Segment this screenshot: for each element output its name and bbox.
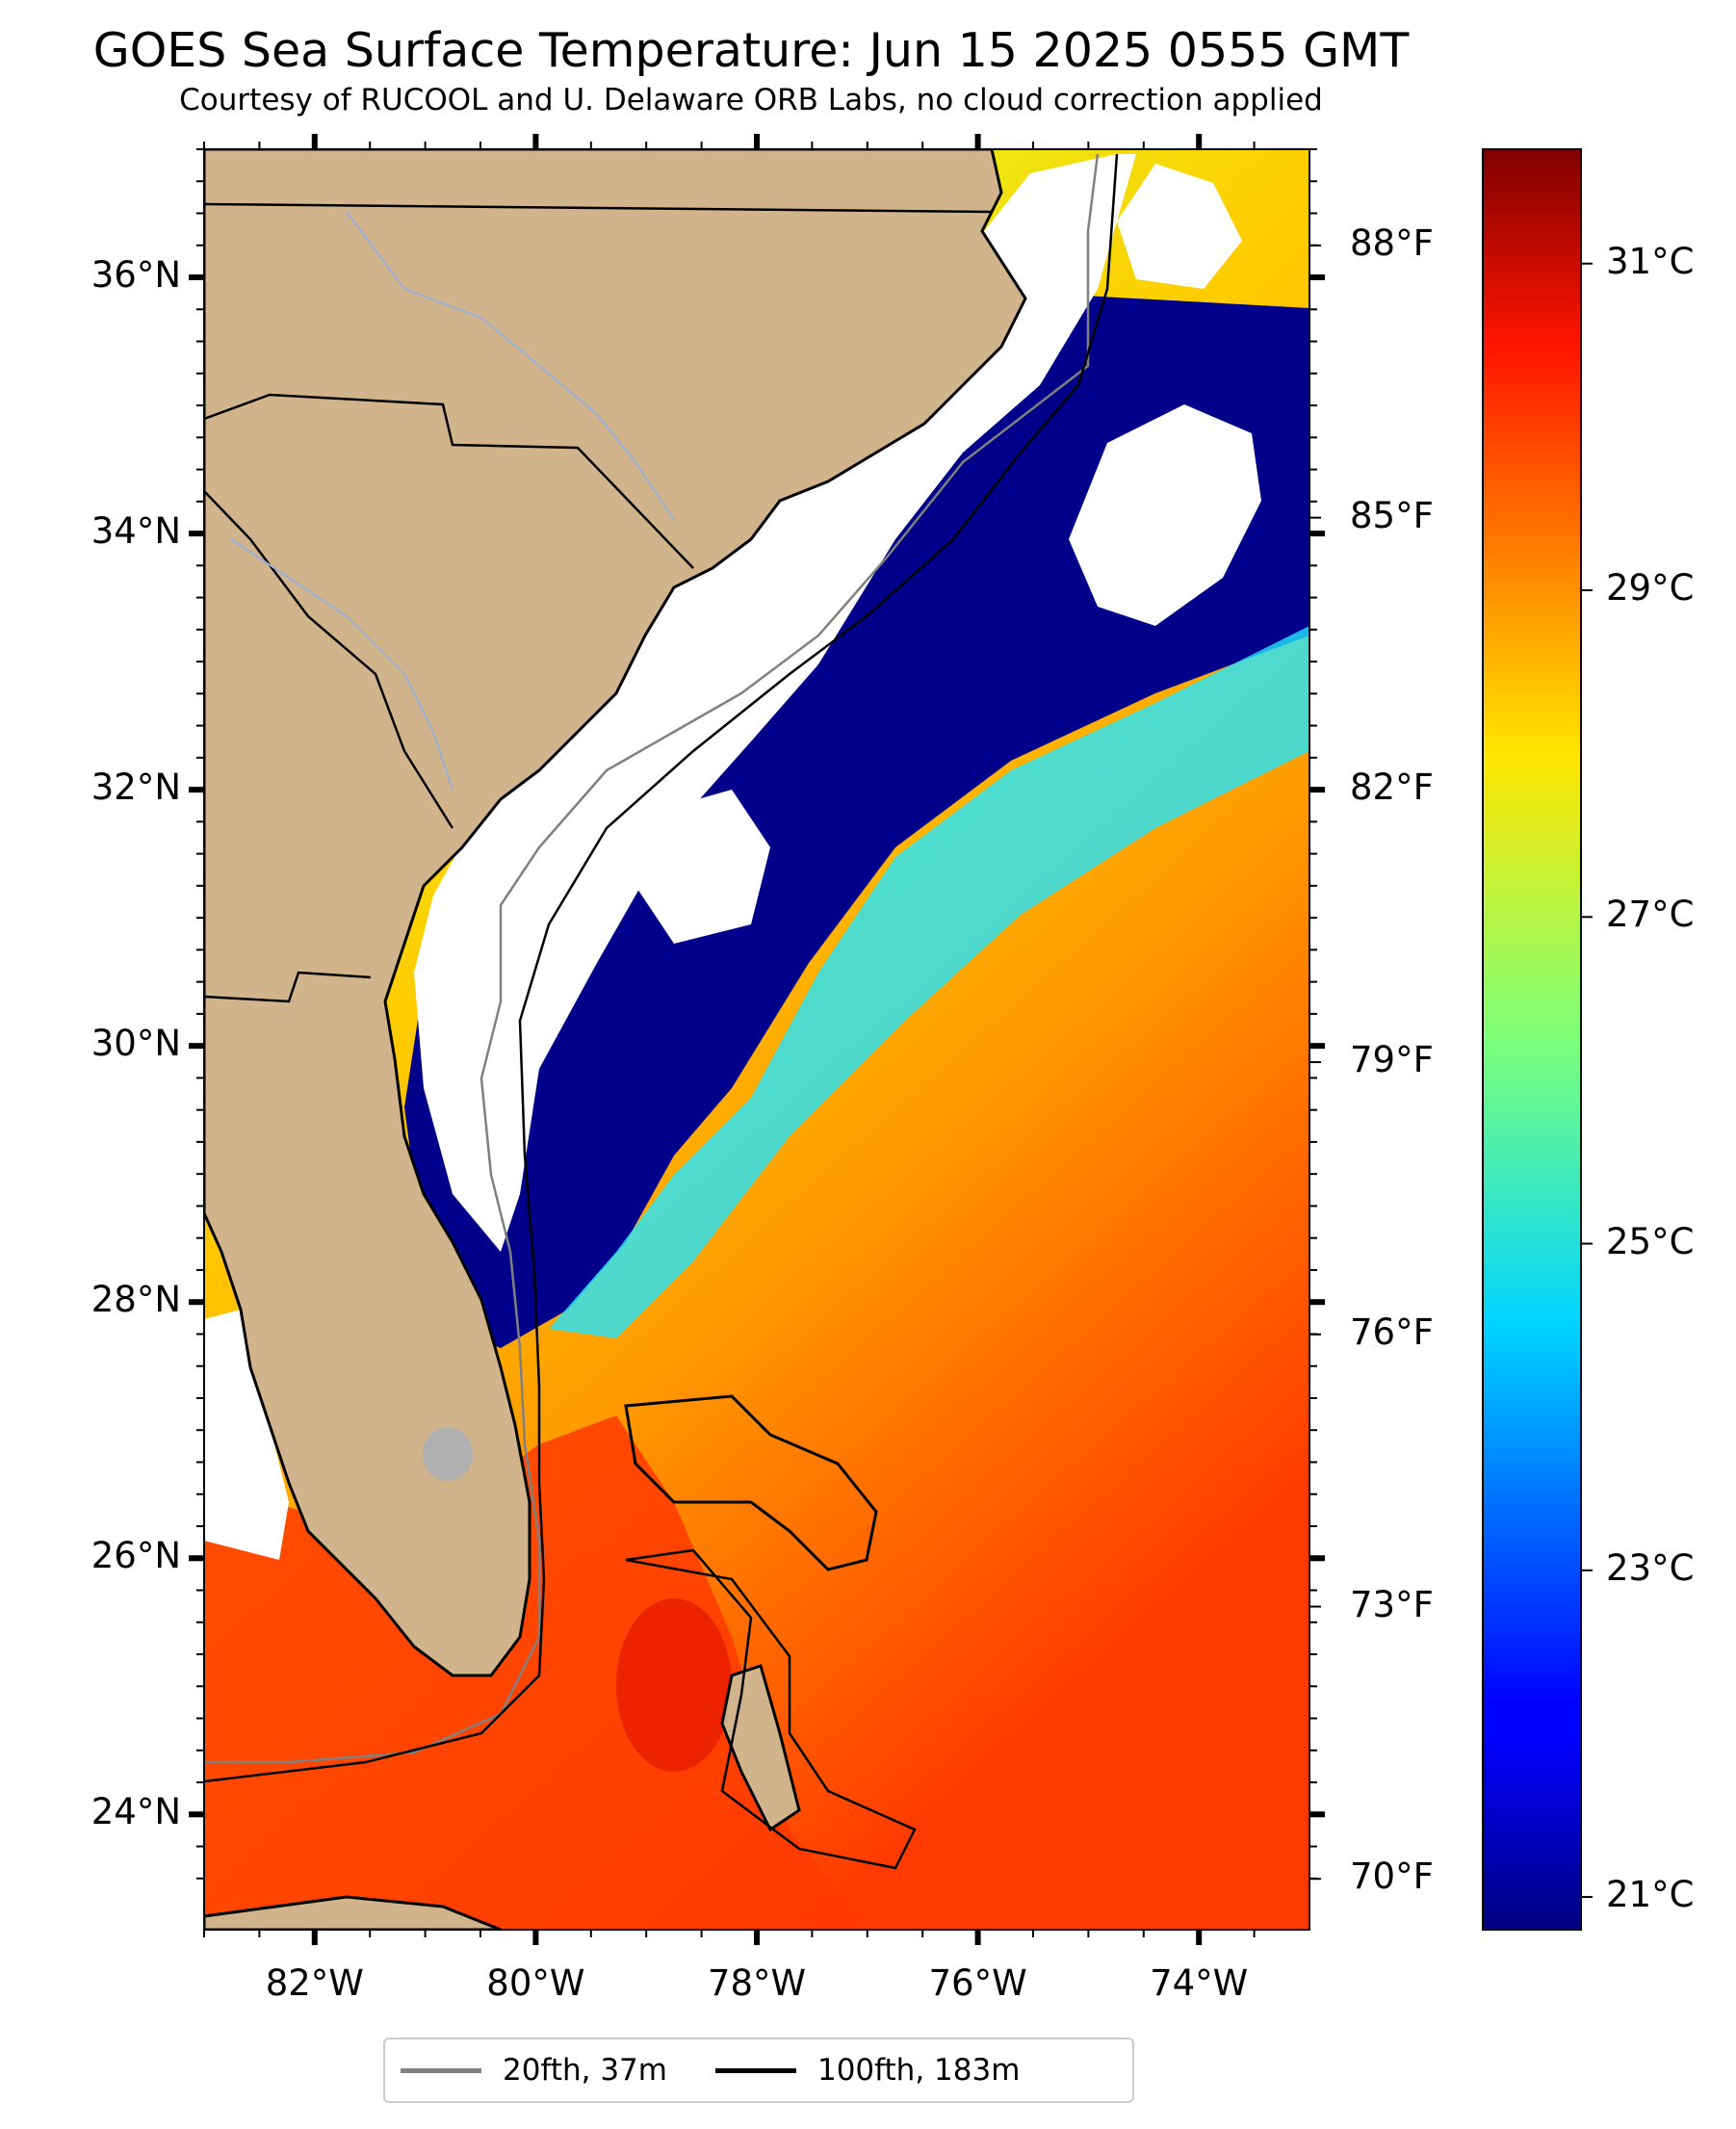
state-border-nc-sc — [204, 393, 694, 569]
legend: 20fth, 37m 100fth, 183m — [383, 2038, 1134, 2103]
cloud-area-east — [1117, 164, 1242, 289]
lat-tick-label: 28°N — [91, 1279, 181, 1321]
cuba-coast — [204, 1895, 502, 1930]
fahrenheit-tick-label: 85°F — [1350, 494, 1434, 536]
fahrenheit-tick-label: 70°F — [1350, 1856, 1434, 1898]
colorbar-tick-label: 21°C — [1606, 1874, 1695, 1916]
state-border-sc-ga — [204, 490, 454, 829]
legend-entry-20fth: 20fth, 37m — [401, 2053, 667, 2088]
colorbar-tick-label: 29°C — [1606, 567, 1695, 609]
longitude-ticks — [203, 134, 1256, 1945]
state-border-ga-fl — [204, 971, 372, 1003]
fahrenheit-tick-label: 82°F — [1350, 766, 1434, 809]
colorbar-tick-label: 27°C — [1606, 894, 1695, 936]
fahrenheit-tick-label: 76°F — [1350, 1311, 1434, 1353]
chart-subtitle: Courtesy of RUCOOL and U. Delaware ORB L… — [179, 83, 1323, 117]
legend-label-100fth: 100fth, 183m — [816, 2053, 1021, 2088]
colorbar-tick-label: 25°C — [1606, 1220, 1695, 1262]
legend-entry-100fth: 100fth, 183m — [714, 2053, 1021, 2088]
lat-tick-label: 34°N — [91, 510, 181, 553]
cyan-front — [549, 626, 1309, 1338]
legend-label-20fth: 20fth, 37m — [503, 2053, 667, 2088]
cloud-area-florida-west — [204, 1310, 289, 1560]
chart-title: GOES Sea Surface Temperature: Jun 15 202… — [92, 23, 1410, 78]
contour-100fth-bahamas — [625, 1548, 917, 1870]
lake-okeechobee — [423, 1427, 473, 1481]
warm-core — [616, 1598, 732, 1772]
legend-swatch-20fth — [401, 2067, 481, 2073]
fahrenheit-tick-label: 79°F — [1350, 1039, 1434, 1081]
bahamas-shoals — [624, 1394, 878, 1571]
latitude-ticks — [189, 148, 1325, 1880]
lat-tick-label: 36°N — [91, 254, 181, 297]
colorbar-tick-label: 23°C — [1606, 1546, 1695, 1589]
lon-tick-label: 82°W — [265, 1962, 364, 2004]
fahrenheit-tick-label: 73°F — [1350, 1583, 1434, 1625]
colorbar — [1482, 148, 1582, 1931]
lon-tick-label: 80°W — [486, 1962, 585, 2004]
lat-tick-label: 24°N — [91, 1791, 181, 1833]
cloud-area-mid — [635, 790, 770, 944]
lon-tick-label: 76°W — [928, 1962, 1027, 2004]
river — [230, 538, 453, 791]
state-border-nc-va — [204, 202, 993, 214]
lat-tick-label: 32°N — [91, 766, 181, 809]
lat-tick-label: 26°N — [91, 1535, 181, 1577]
lon-tick-label: 74°W — [1150, 1962, 1249, 2004]
colorbar-tick-label: 31°C — [1606, 240, 1695, 282]
legend-swatch-100fth — [714, 2067, 796, 2073]
cloud-area-offshore — [1069, 404, 1261, 626]
lon-tick-label: 78°W — [707, 1962, 807, 2004]
landmass — [204, 149, 1027, 1677]
lat-tick-label: 30°N — [91, 1023, 181, 1065]
cloud-area-coastal — [414, 154, 1136, 1252]
fahrenheit-tick-label: 88°F — [1350, 221, 1434, 264]
river — [346, 211, 675, 521]
contour-20fth — [204, 153, 1100, 1764]
colorbar-ticks — [1581, 262, 1593, 1899]
fahrenheit-ticks — [1309, 244, 1321, 1881]
contour-100fth — [204, 153, 1119, 1783]
andros-island — [720, 1664, 801, 1832]
